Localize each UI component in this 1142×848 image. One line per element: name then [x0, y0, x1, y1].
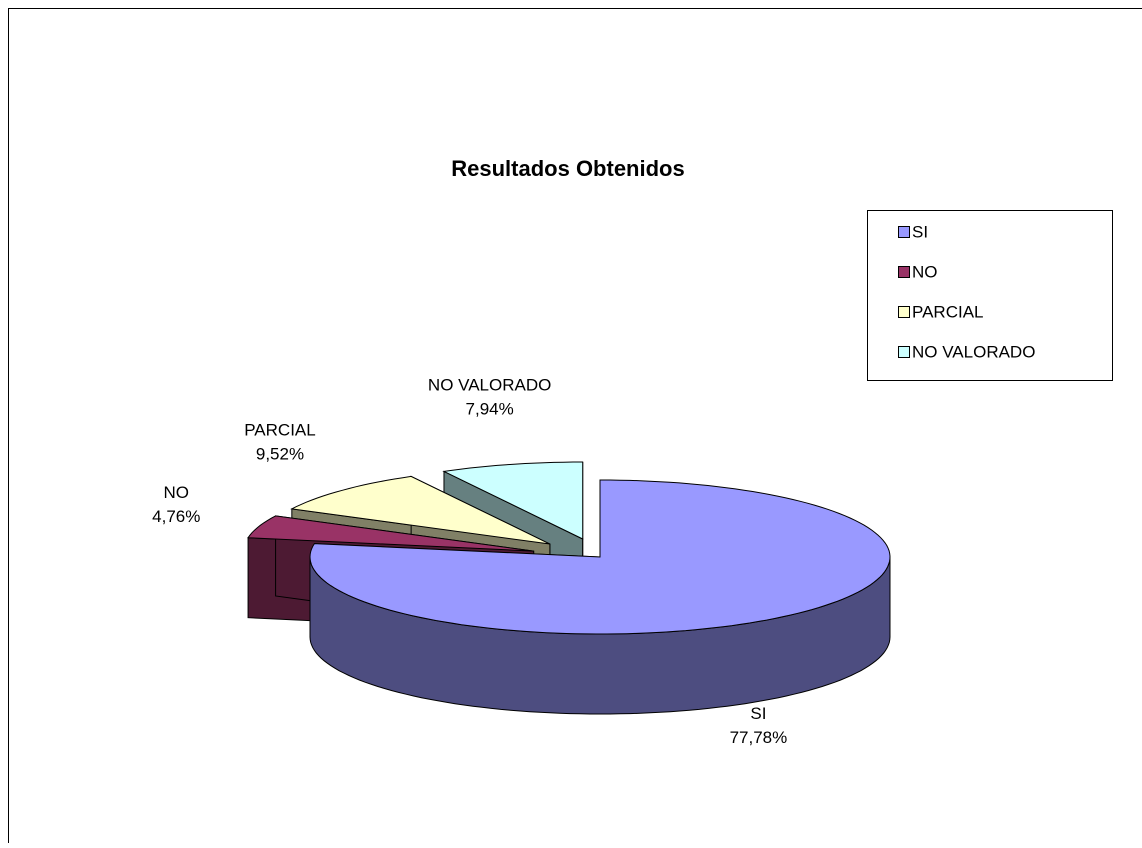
legend-label: NO [912, 262, 938, 281]
data-label: NO VALORADO [428, 376, 551, 395]
data-label: NO [164, 483, 190, 502]
data-label: 7,94% [466, 400, 514, 419]
legend-label: SI [912, 222, 928, 241]
data-label: 77,78% [730, 728, 788, 747]
legend-swatch [899, 267, 910, 278]
data-label: 4,76% [152, 507, 200, 526]
data-label: PARCIAL [244, 420, 316, 439]
data-label: 9,52% [256, 444, 304, 463]
data-label: SI [750, 704, 766, 723]
chart-frame [9, 9, 1142, 844]
legend-label: PARCIAL [912, 302, 984, 321]
legend-swatch [899, 227, 910, 238]
legend-swatch [899, 347, 910, 358]
legend-swatch [899, 307, 910, 318]
legend-label: NO VALORADO [912, 342, 1035, 361]
chart-title: Resultados Obtenidos [451, 156, 684, 181]
